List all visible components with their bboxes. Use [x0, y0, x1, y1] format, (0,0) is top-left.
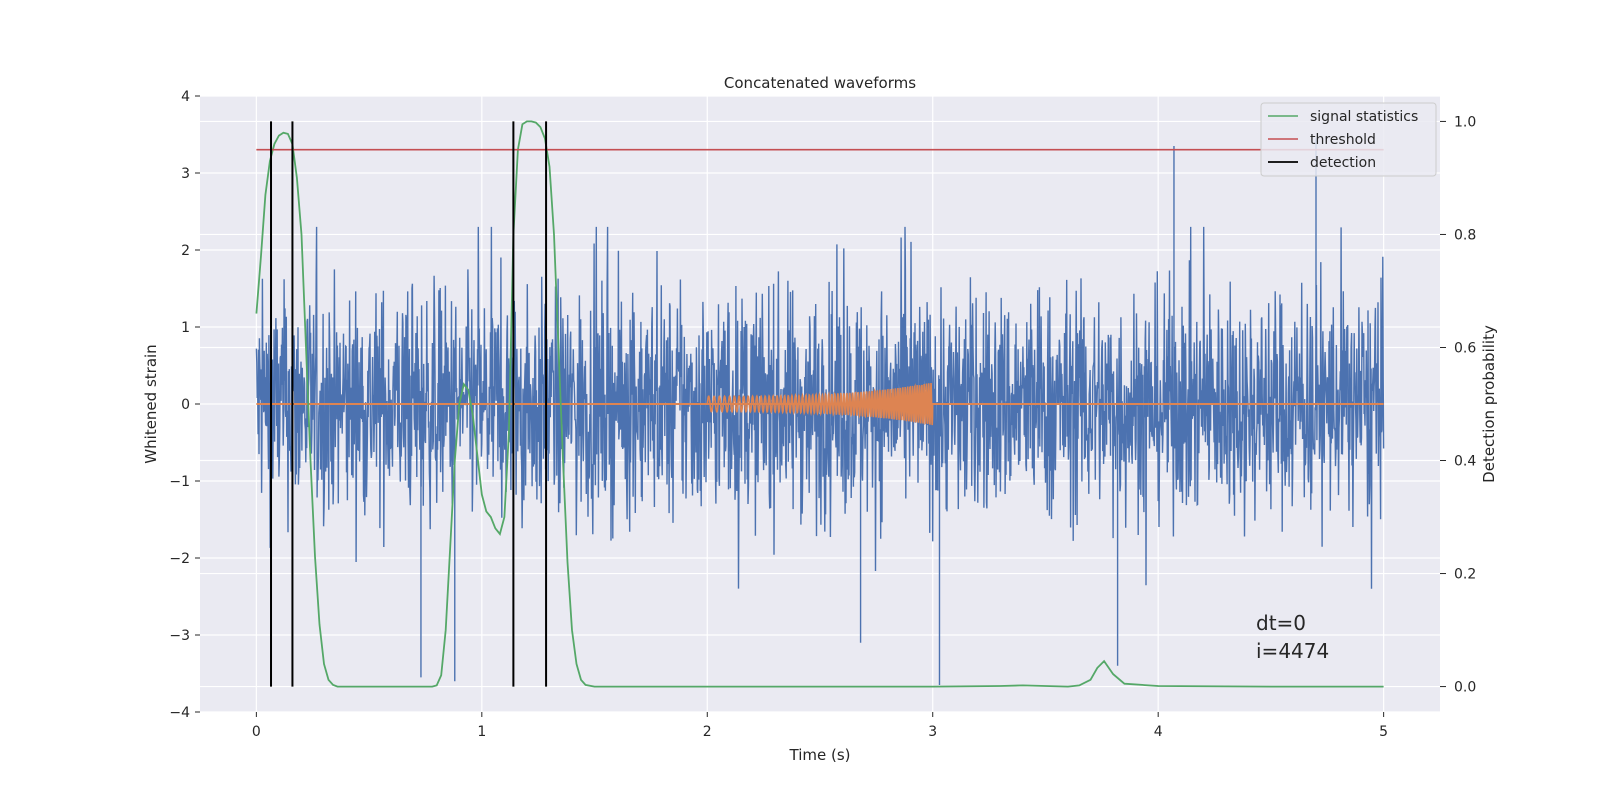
annotation-i: i=4474 [1256, 639, 1329, 663]
x-tick-label: 4 [1154, 724, 1163, 740]
y-tick-label: −4 [169, 705, 190, 721]
y2-tick-label: 1.0 [1454, 114, 1476, 130]
y-tick-label: 4 [181, 89, 190, 105]
y-tick-label: 3 [181, 166, 190, 182]
x-tick-label: 1 [477, 724, 486, 740]
signal-statistics-line [255, 120, 1384, 688]
y-axis-label: Whitened strain [142, 344, 160, 463]
x-tick-label: 2 [703, 724, 712, 740]
annotation-dt: dt=0 [1256, 611, 1306, 635]
series-layer [255, 120, 1384, 688]
x-axis-label: Time (s) [789, 746, 851, 764]
y2-tick-label: 0.8 [1454, 227, 1476, 243]
strain-noise-line [255, 226, 1385, 589]
legend-label-detection: detection [1310, 155, 1376, 171]
y-tick-label: 1 [181, 320, 190, 336]
x-tick-label: 0 [252, 724, 261, 740]
y2-tick-label: 0.4 [1454, 454, 1476, 470]
chart-title: Concatenated waveforms [724, 74, 916, 92]
legend-label-signal-statistics: signal statistics [1310, 109, 1418, 125]
legend-label-threshold: threshold [1310, 132, 1376, 148]
axes-layer: 0 1 2 3 4 5 −4 −3 −2 −1 0 1 2 3 4 0.0 0.2 0.4 0.6 0.8 1.0 [169, 89, 1476, 740]
y2-tick-label: 0.2 [1454, 567, 1476, 583]
legend-box [1260, 102, 1437, 177]
y-tick-label: −3 [169, 628, 190, 644]
y-tick-label: −2 [169, 551, 190, 567]
y-tick-label: 2 [181, 243, 190, 259]
legend: signal statistics threshold detection [1260, 102, 1437, 177]
y-tick-label: −1 [169, 474, 190, 490]
x-tick-label: 5 [1379, 724, 1388, 740]
x-tick-label: 3 [928, 724, 937, 740]
y2-tick-label: 0.0 [1454, 680, 1476, 696]
chirp-waveform [706, 382, 934, 426]
y2-axis-label: Detection probability [1480, 325, 1498, 483]
y2-tick-label: 0.6 [1454, 340, 1476, 356]
chirp-template [256, 382, 1384, 426]
y-tick-label: 0 [181, 397, 190, 413]
